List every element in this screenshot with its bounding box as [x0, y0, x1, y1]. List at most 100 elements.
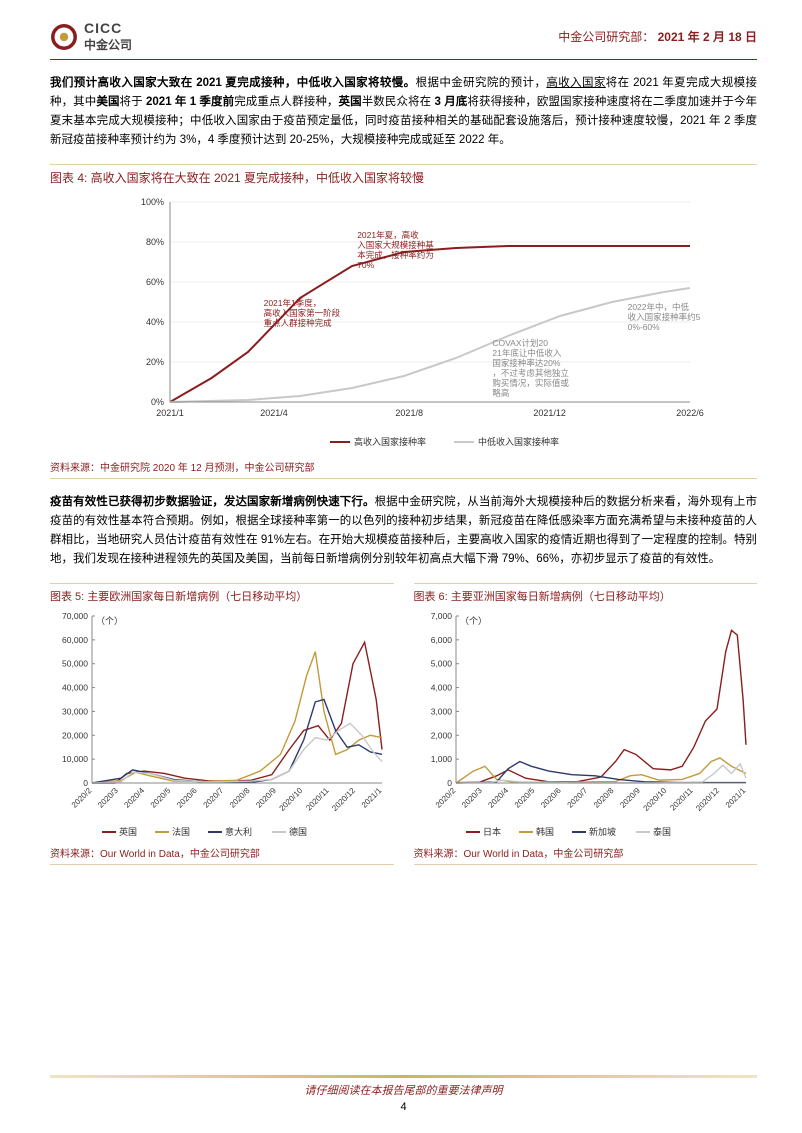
svg-text:2020/10: 2020/10 — [641, 785, 668, 812]
svg-text:2020/9: 2020/9 — [254, 785, 278, 809]
svg-text:40%: 40% — [146, 317, 164, 327]
chart6: （个）01,0002,0003,0004,0005,0006,0007,0002… — [414, 608, 754, 838]
svg-text:新加坡: 新加坡 — [589, 826, 616, 837]
svg-text:韩国: 韩国 — [536, 826, 554, 837]
svg-text:高收入国家接种率: 高收入国家接种率 — [354, 436, 426, 447]
svg-text:重点人群接种完成: 重点人群接种完成 — [264, 318, 333, 328]
p1-s9: 英国 — [339, 96, 362, 108]
svg-text:7,000: 7,000 — [430, 611, 452, 621]
p1-s6: 将于 — [120, 96, 146, 108]
p1-s10: 半数民众将在 — [362, 96, 435, 108]
logo-area: CICC 中金公司 — [50, 20, 132, 53]
p1-s2: 根据中金研究院的预计， — [416, 77, 547, 89]
header-date: 2021 年 2 月 18 日 — [658, 30, 757, 44]
svg-text:2022年中，中低: 2022年中，中低 — [628, 302, 690, 312]
svg-text:2020/7: 2020/7 — [202, 785, 226, 809]
svg-text:80%: 80% — [146, 237, 164, 247]
svg-text:高收入国家第一阶段: 高收入国家第一阶段 — [264, 308, 341, 318]
svg-text:2022/6: 2022/6 — [676, 408, 704, 418]
svg-text:40,000: 40,000 — [62, 682, 88, 692]
svg-text:2020/9: 2020/9 — [618, 785, 642, 809]
p1-s1: 我们预计高收入国家大致在 2021 夏完成接种，中低收入国家将较慢。 — [50, 77, 416, 89]
p2-s1: 疫苗有效性已获得初步数据验证，发达国家新增病例快速下行。 — [50, 496, 375, 508]
svg-text:（个）: （个） — [460, 616, 487, 626]
svg-text:2020/3: 2020/3 — [96, 785, 120, 809]
svg-text:2020/3: 2020/3 — [460, 785, 484, 809]
svg-text:6,000: 6,000 — [430, 635, 452, 645]
svg-text:2020/8: 2020/8 — [228, 785, 252, 809]
svg-text:泰国: 泰国 — [653, 826, 671, 837]
svg-text:2020/2: 2020/2 — [70, 785, 94, 809]
svg-text:100%: 100% — [141, 197, 164, 207]
page-header: CICC 中金公司 中金公司研究部： 2021 年 2 月 18 日 — [50, 20, 757, 60]
paragraph-2: 疫苗有效性已获得初步数据验证，发达国家新增病例快速下行。根据中金研究院，从当前海… — [50, 493, 757, 569]
svg-text:2020/5: 2020/5 — [512, 785, 536, 809]
chart6-source: 资料来源：Our World in Data，中金公司研究部 — [414, 845, 758, 865]
chart4-title: 图表 4: 高收入国家将在大致在 2021 夏完成接种，中低收入国家将较慢 — [50, 164, 757, 186]
svg-text:法国: 法国 — [172, 826, 190, 837]
svg-text:2021年夏，高收: 2021年夏，高收 — [357, 230, 419, 240]
logo-text-en: CICC — [84, 20, 132, 36]
svg-text:50,000: 50,000 — [62, 658, 88, 668]
header-dept: 中金公司研究部： — [558, 30, 654, 44]
svg-text:2,000: 2,000 — [430, 730, 452, 740]
svg-text:2021/12: 2021/12 — [533, 408, 566, 418]
svg-text:2020/6: 2020/6 — [539, 785, 563, 809]
svg-text:60%: 60% — [146, 277, 164, 287]
p1-s11: 3 月底 — [435, 96, 468, 108]
p1-s3: 高收入国家 — [546, 77, 605, 89]
p1-s7: 2021 年 1 季度前 — [146, 96, 234, 108]
svg-text:0%-60%: 0%-60% — [628, 322, 661, 332]
svg-text:国家接种率达20%: 国家接种率达20% — [492, 358, 560, 368]
svg-text:20,000: 20,000 — [62, 730, 88, 740]
svg-text:4,000: 4,000 — [430, 682, 452, 692]
svg-text:购买情况，实际值或: 购买情况，实际值或 — [492, 378, 569, 388]
chart5: （个）010,00020,00030,00040,00050,00060,000… — [50, 608, 390, 838]
svg-text:21年底让中低收入: 21年底让中低收入 — [492, 348, 561, 358]
svg-text:2020/8: 2020/8 — [591, 785, 615, 809]
svg-text:5,000: 5,000 — [430, 658, 452, 668]
svg-text:中低收入国家接种率: 中低收入国家接种率 — [478, 436, 559, 447]
chart5-source: 资料来源：Our World in Data，中金公司研究部 — [50, 845, 394, 865]
svg-text:2020/10: 2020/10 — [278, 785, 305, 812]
chart5-title: 图表 5: 主要欧洲国家每日新增病例（七日移动平均） — [50, 583, 394, 604]
header-right: 中金公司研究部： 2021 年 2 月 18 日 — [558, 28, 757, 45]
chart4: 0%20%40%60%80%100%2021/12021/42021/82021… — [50, 192, 757, 452]
chart4-source: 资料来源：中金研究院 2020 年 12 月预测，中金公司研究部 — [50, 459, 757, 479]
svg-text:（个）: （个） — [96, 616, 123, 626]
page-number: 4 — [50, 1101, 757, 1113]
svg-text:英国: 英国 — [119, 826, 137, 837]
svg-text:本完成，接种率约为: 本完成，接种率约为 — [357, 250, 434, 260]
svg-text:日本: 日本 — [483, 826, 501, 837]
cicc-logo-icon — [50, 23, 78, 51]
svg-text:，不过考虑其他独立: ，不过考虑其他独立 — [492, 368, 569, 378]
svg-text:1,000: 1,000 — [430, 754, 452, 764]
svg-text:2020/2: 2020/2 — [433, 785, 457, 809]
svg-text:30,000: 30,000 — [62, 706, 88, 716]
svg-text:10,000: 10,000 — [62, 754, 88, 764]
svg-text:2020/12: 2020/12 — [694, 785, 721, 812]
svg-text:2021/1: 2021/1 — [723, 785, 747, 809]
svg-text:意大利: 意大利 — [225, 826, 252, 837]
svg-text:2020/12: 2020/12 — [330, 785, 357, 812]
p1-s5: 美国 — [96, 96, 119, 108]
svg-text:0%: 0% — [151, 397, 164, 407]
svg-text:70%: 70% — [357, 260, 374, 270]
svg-text:3,000: 3,000 — [430, 706, 452, 716]
svg-text:收入国家接种率约5: 收入国家接种率约5 — [628, 312, 701, 322]
svg-text:70,000: 70,000 — [62, 611, 88, 621]
svg-text:COVAX计划20: COVAX计划20 — [492, 338, 548, 348]
paragraph-1: 我们预计高收入国家大致在 2021 夏完成接种，中低收入国家将较慢。根据中金研究… — [50, 74, 757, 150]
svg-text:2020/4: 2020/4 — [486, 785, 510, 809]
svg-text:2021/4: 2021/4 — [260, 408, 288, 418]
page-footer: 请仔细阅读在本报告尾部的重要法律声明 4 — [50, 1075, 757, 1113]
svg-text:2020/5: 2020/5 — [149, 785, 173, 809]
svg-text:2021/1: 2021/1 — [360, 785, 384, 809]
svg-text:2021/1: 2021/1 — [156, 408, 184, 418]
svg-text:2020/4: 2020/4 — [122, 785, 146, 809]
svg-text:2020/6: 2020/6 — [175, 785, 199, 809]
chart6-title: 图表 6: 主要亚洲国家每日新增病例（七日移动平均） — [414, 583, 758, 604]
svg-text:2020/7: 2020/7 — [565, 785, 589, 809]
p1-s8: 完成重点人群接种， — [234, 96, 338, 108]
svg-text:2020/11: 2020/11 — [668, 785, 695, 812]
